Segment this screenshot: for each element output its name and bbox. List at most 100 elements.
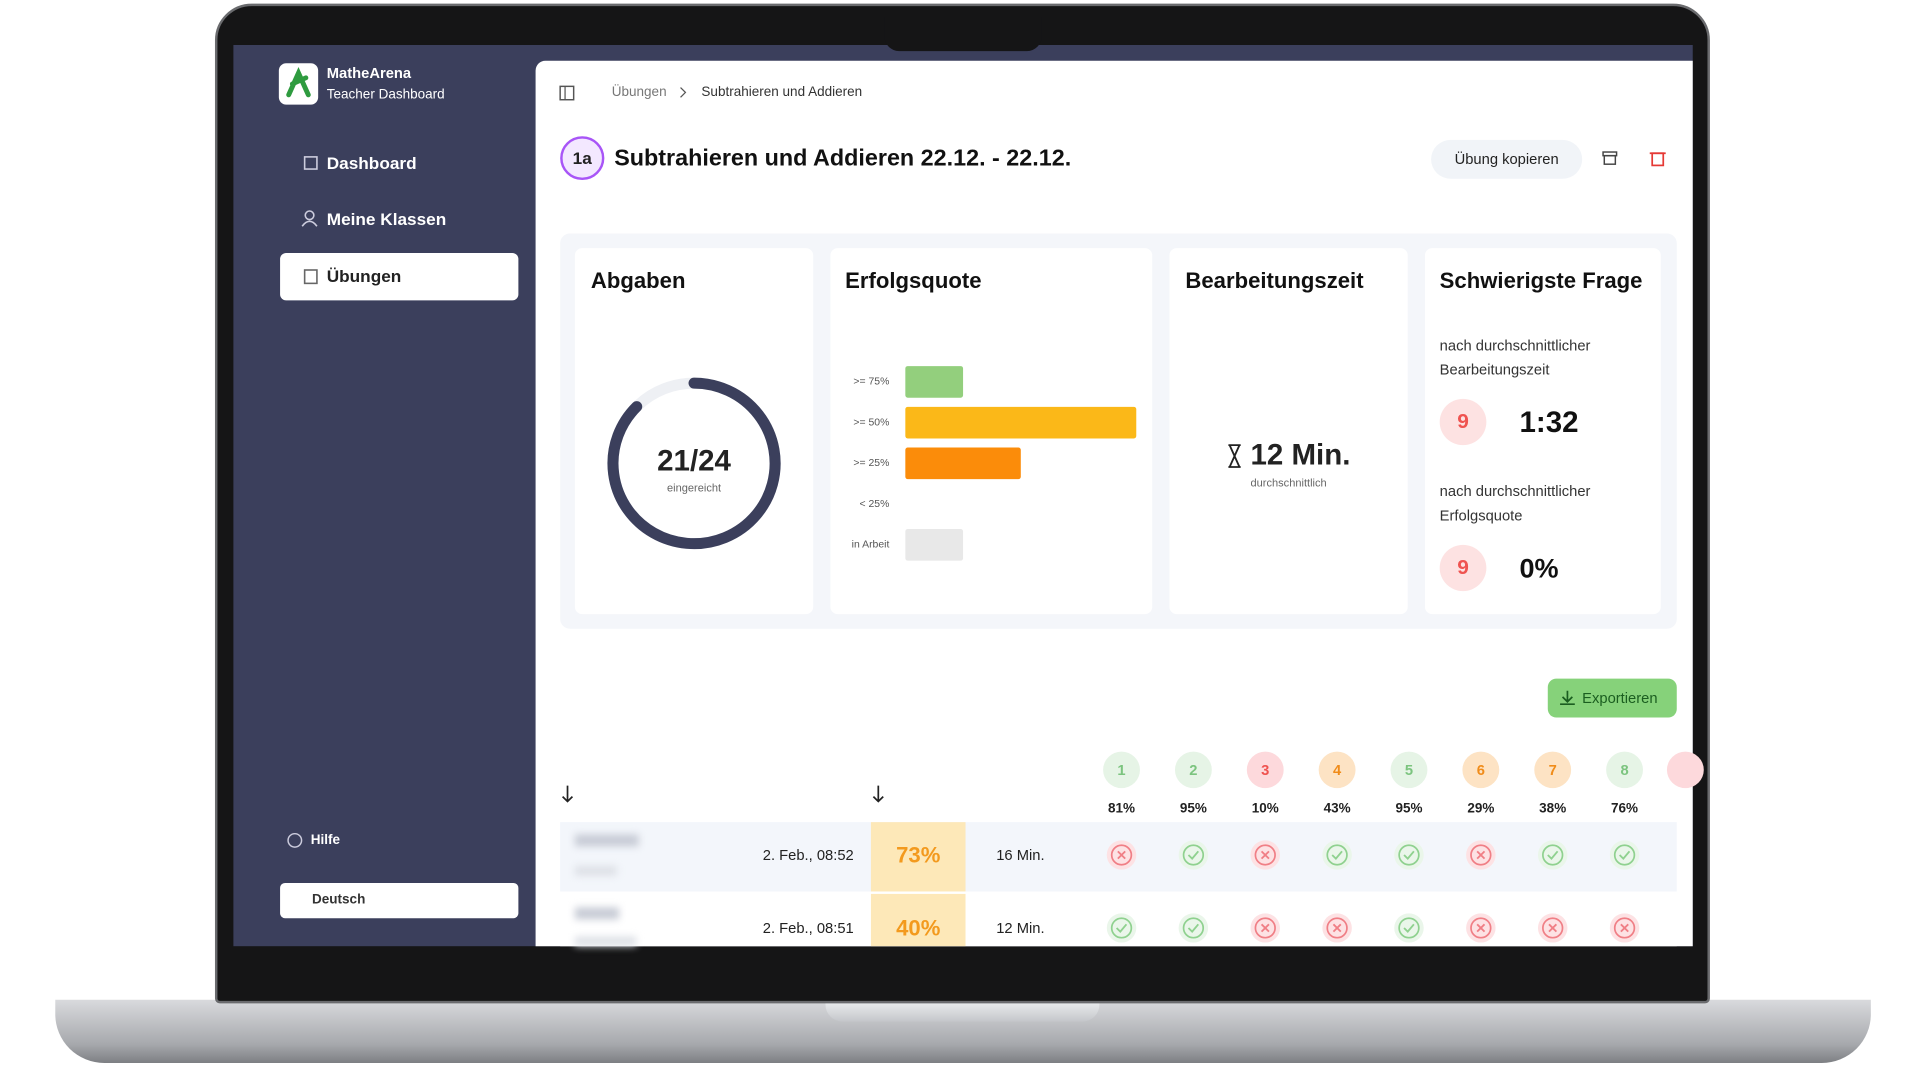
breadcrumb-item: Subtrahieren und Addieren	[701, 85, 863, 100]
question-percent: 38%	[1539, 800, 1566, 815]
bar	[905, 366, 964, 398]
hardest-value: 1:32	[1519, 406, 1579, 440]
check-mark	[1115, 923, 1128, 933]
cross-mark	[1117, 850, 1126, 860]
card-title: Abgaben	[590, 268, 686, 294]
laptop-notch	[825, 999, 1100, 1022]
cross-mark	[1548, 923, 1558, 933]
question-circle	[1174, 751, 1212, 789]
hourglass-icon	[1228, 444, 1241, 468]
breadcrumb-sep	[680, 87, 687, 98]
duration: 12 Min.	[996, 919, 1045, 937]
cross-mark	[1476, 850, 1486, 860]
question-percent: 76%	[1611, 800, 1638, 815]
language-select[interactable]	[280, 882, 519, 919]
header-icons[interactable]	[1601, 148, 1675, 167]
question-circle	[1318, 751, 1356, 789]
camera-notch	[884, 17, 1042, 52]
card-title: Schwierigste Frage	[1439, 268, 1643, 294]
question-number: 3	[1261, 763, 1269, 779]
result-ring	[1613, 844, 1636, 866]
submission-date: 2. Feb., 08:52	[762, 846, 854, 864]
card-bearbeitungszeit	[1169, 248, 1408, 615]
result-ring	[1398, 844, 1420, 866]
sidebar-toggle[interactable]	[559, 85, 576, 102]
submitted-caption: eingereicht	[667, 481, 722, 494]
question-percent: 81%	[1108, 800, 1135, 815]
question-circle	[1246, 751, 1284, 789]
help-icon	[287, 832, 303, 848]
result-ring	[1254, 844, 1276, 866]
class-badge: 1a	[560, 136, 605, 180]
check-mark	[1403, 850, 1415, 860]
result-ring	[1398, 917, 1420, 939]
help-link[interactable]: Hilfe	[310, 833, 341, 848]
bar-label: >= 25%	[853, 458, 889, 469]
breadcrumb-item[interactable]: Übungen	[611, 85, 667, 100]
result-ring	[1470, 844, 1492, 866]
export-label[interactable]: Exportieren	[1582, 689, 1658, 707]
brand: MatheArena	[326, 64, 412, 82]
question-circle	[1462, 751, 1500, 789]
result-ring	[1182, 844, 1205, 866]
score-cell	[870, 822, 966, 892]
check-mark	[1187, 923, 1200, 933]
blurred-name	[574, 936, 637, 947]
score: 73%	[896, 842, 941, 868]
question-number: 7	[1549, 763, 1557, 779]
question-number: 5	[1405, 763, 1413, 779]
page-title: Subtrahieren und Addieren 22.12. - 22.12…	[614, 145, 1072, 172]
bar-label: < 25%	[859, 499, 889, 510]
blurred-name	[574, 907, 620, 920]
cross-mark	[1260, 850, 1270, 860]
cross-mark	[1332, 923, 1342, 933]
result-ring	[1110, 844, 1133, 866]
donut-arc	[607, 377, 781, 550]
hardest-label: nach durchschnittlicher Erfolgsquote	[1439, 482, 1591, 525]
sort-arrows[interactable]	[559, 784, 891, 806]
nav-active[interactable]	[280, 252, 519, 301]
result-ring	[1613, 917, 1636, 939]
cross-mark	[1476, 923, 1486, 933]
nav-item[interactable]: Meine Klassen	[326, 209, 447, 229]
logo-icon	[286, 66, 311, 98]
result-ring	[1470, 917, 1492, 939]
score-cell	[870, 893, 966, 947]
question-number: 2	[1189, 763, 1197, 779]
copy-button[interactable]: Übung kopieren	[1431, 139, 1583, 179]
blurred-name	[574, 865, 617, 876]
bar	[905, 447, 1021, 480]
question-percent: 29%	[1467, 800, 1494, 815]
card-title: Bearbeitungszeit	[1185, 268, 1364, 294]
submitted-count: 21/24	[657, 445, 731, 478]
hardest-value: 0%	[1519, 553, 1559, 584]
question-circle	[1534, 751, 1572, 789]
card-title: Erfolgsquote	[845, 268, 982, 294]
question-percent: 95%	[1395, 800, 1422, 815]
cross-mark	[1620, 923, 1629, 933]
question-circle	[1666, 751, 1704, 789]
result-ring	[1110, 917, 1133, 939]
question-number: 8	[1620, 763, 1628, 779]
question-percent: 95%	[1180, 800, 1207, 815]
question-badge: 9	[1439, 544, 1487, 592]
question-number: 6	[1477, 763, 1485, 779]
question-circle	[1606, 751, 1643, 789]
avg-time-caption: durchschnittlich	[1250, 476, 1327, 489]
bar	[905, 529, 964, 561]
cross-mark	[1260, 923, 1270, 933]
download-icon	[1560, 690, 1575, 706]
language-label[interactable]: Deutsch	[312, 892, 366, 908]
nav-item[interactable]: Dashboard	[326, 153, 417, 173]
avg-time: 12 Min.	[1250, 439, 1351, 472]
nav-item[interactable]: Übungen	[326, 266, 402, 286]
logo	[278, 63, 319, 105]
submission-date: 2. Feb., 08:51	[762, 919, 854, 937]
question-percent: 43%	[1324, 800, 1351, 815]
blurred-name	[574, 834, 639, 847]
score: 40%	[896, 915, 941, 941]
export-button[interactable]	[1547, 678, 1677, 718]
bar-label: >= 75%	[853, 377, 889, 388]
